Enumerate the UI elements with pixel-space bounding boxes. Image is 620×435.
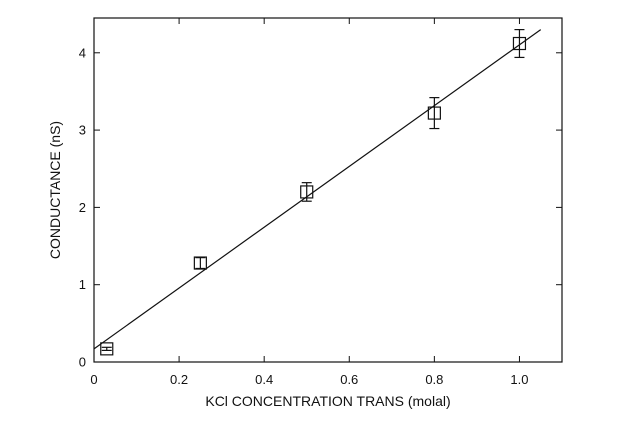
y-tick-label: 1 — [79, 277, 86, 292]
x-axis-title: KCl CONCENTRATION TRANS (molal) — [205, 393, 450, 409]
y-tick-label: 4 — [79, 45, 86, 60]
x-tick-label: 0.8 — [425, 372, 443, 387]
y-axis-title: CONDUCTANCE (nS) — [47, 121, 63, 259]
plot-frame — [93, 17, 563, 363]
x-tick-label: 0.4 — [255, 372, 273, 387]
fit-line-layer — [93, 29, 542, 350]
x-tick-label: 0 — [90, 372, 97, 387]
data-point-square — [300, 185, 314, 199]
data-points-layer — [100, 28, 527, 356]
y-tick-label: 0 — [79, 355, 86, 370]
data-point-square — [100, 342, 114, 356]
fit-line — [93, 29, 542, 350]
x-tick-labels: 0 0.2 0.4 0.6 0.8 1.0 — [90, 372, 528, 387]
x-tick-label: 0.2 — [170, 372, 188, 387]
y-tick-labels: 0 1 2 3 4 — [79, 45, 86, 369]
data-point-square — [512, 36, 527, 51]
data-point-square — [193, 256, 207, 270]
data-point-square — [427, 106, 441, 120]
y-tick-label: 3 — [79, 123, 86, 138]
x-tick-label: 1.0 — [510, 372, 528, 387]
y-tick-label: 2 — [79, 200, 86, 215]
x-tick-label: 0.6 — [340, 372, 358, 387]
grid-ticks — [93, 18, 562, 363]
